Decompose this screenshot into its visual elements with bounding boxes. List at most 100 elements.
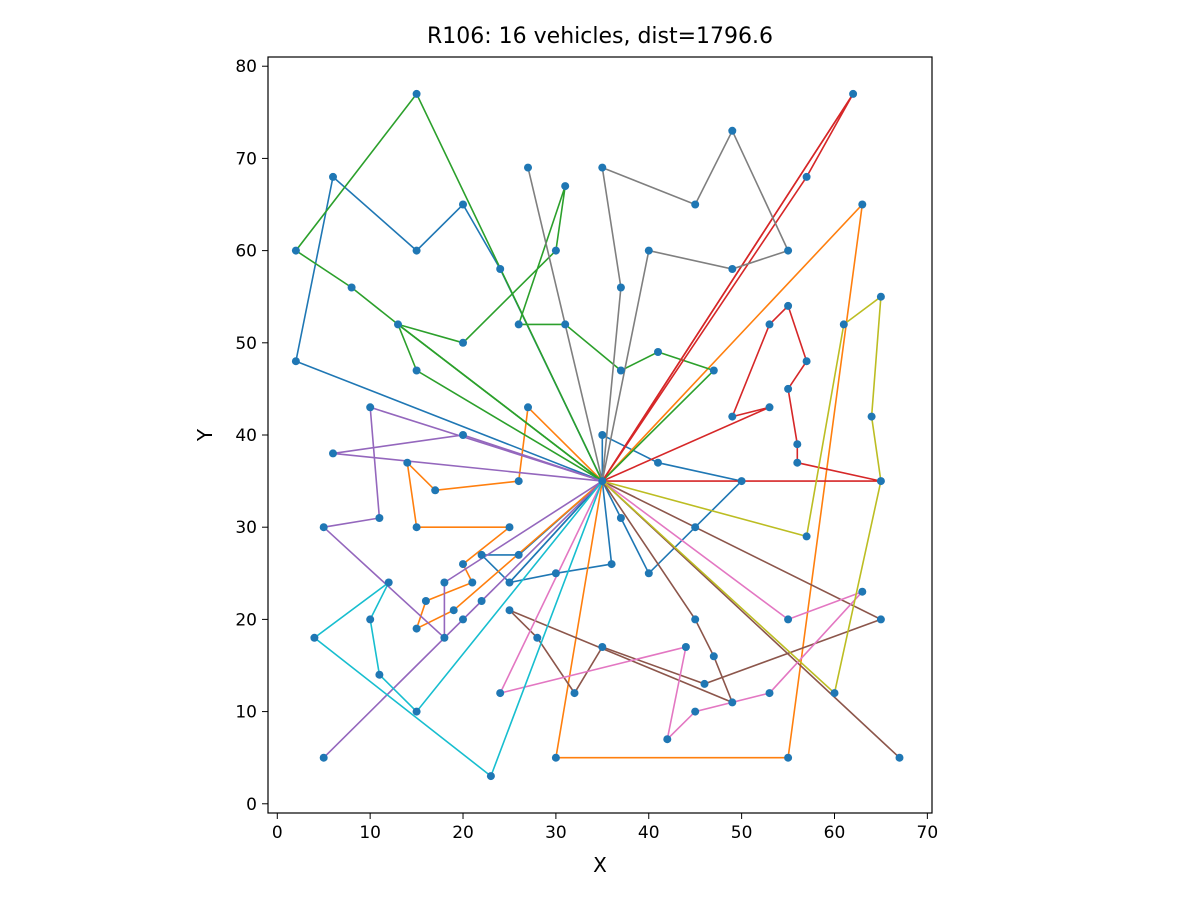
customer-point: [440, 633, 449, 642]
points-layer: [291, 89, 904, 781]
customer-point: [839, 320, 848, 329]
customer-point: [514, 320, 523, 329]
customer-point: [533, 633, 542, 642]
customer-point: [598, 163, 607, 172]
customer-point: [496, 265, 505, 273]
customer-point: [691, 615, 700, 624]
customer-point: [412, 246, 421, 255]
customer-point: [468, 578, 477, 587]
customer-point: [412, 624, 421, 633]
customer-point: [867, 412, 876, 421]
customer-point: [551, 246, 560, 255]
x-axis: 0 10 20 30 40 50 60 70: [272, 813, 938, 843]
customer-point: [319, 523, 328, 532]
customer-point: [505, 578, 514, 587]
x-tick-label: 60: [824, 823, 846, 843]
y-tick-label: 50: [235, 334, 257, 354]
route-line-2: [601, 433, 744, 575]
customer-point: [784, 384, 793, 393]
customer-point: [477, 550, 486, 559]
customer-point: [709, 652, 718, 661]
customer-point: [616, 366, 625, 375]
customer-point: [394, 320, 402, 329]
customer-point: [477, 597, 486, 605]
y-tick-label: 20: [235, 610, 257, 630]
customer-point: [830, 689, 839, 698]
customer-point: [802, 532, 811, 541]
customer-point: [561, 182, 570, 191]
customer-point: [644, 246, 653, 255]
customer-point: [496, 689, 505, 698]
customer-point: [802, 357, 811, 366]
customer-point: [598, 477, 607, 486]
customer-point: [459, 338, 467, 347]
y-tick-label: 30: [235, 518, 257, 538]
customer-point: [412, 707, 421, 716]
customer-point: [421, 597, 430, 605]
customer-point: [459, 560, 467, 569]
x-tick-label: 70: [917, 823, 939, 843]
customer-point: [449, 606, 458, 615]
customer-point: [412, 366, 421, 375]
customer-point: [459, 200, 467, 209]
customer-point: [505, 606, 514, 615]
customer-point: [524, 163, 532, 172]
x-tick-label: 20: [452, 823, 474, 843]
customer-point: [486, 772, 495, 781]
customer-point: [347, 283, 356, 292]
x-tick-label: 30: [545, 823, 567, 843]
route-line-22: [313, 480, 604, 778]
customer-point: [607, 560, 616, 569]
customer-point: [431, 486, 440, 495]
y-tick-label: 60: [235, 242, 257, 262]
y-tick-label: 80: [235, 57, 257, 77]
customer-point: [403, 458, 412, 467]
customer-point: [654, 458, 662, 467]
customer-point: [876, 615, 885, 624]
y-axis-label: Y: [193, 428, 217, 442]
customer-point: [737, 477, 746, 486]
customer-point: [384, 578, 393, 587]
x-tick-label: 40: [638, 823, 660, 843]
customer-point: [514, 550, 523, 559]
customer-point: [784, 301, 793, 310]
customer-point: [691, 523, 700, 532]
customer-point: [876, 477, 885, 486]
customer-point: [459, 431, 467, 439]
chart-title: R106: 16 vehicles, dist=1796.6: [427, 24, 773, 49]
customer-point: [876, 292, 885, 301]
customer-point: [524, 403, 532, 412]
customer-point: [728, 412, 737, 421]
customer-point: [691, 707, 700, 716]
customer-point: [728, 698, 737, 707]
x-axis-label: X: [593, 853, 607, 877]
customer-point: [793, 440, 802, 449]
customer-point: [505, 523, 514, 532]
customer-point: [551, 569, 560, 578]
customer-point: [728, 265, 737, 273]
customer-point: [291, 357, 300, 366]
customer-point: [440, 578, 449, 587]
y-tick-label: 0: [246, 795, 257, 815]
customer-point: [319, 753, 328, 762]
customer-point: [681, 643, 690, 651]
customer-point: [895, 753, 904, 762]
y-tick-label: 10: [235, 703, 257, 723]
customer-point: [459, 615, 467, 624]
customer-point: [291, 246, 300, 255]
customer-point: [765, 689, 774, 698]
route-line-13: [332, 434, 603, 482]
customer-point: [375, 670, 384, 679]
customer-point: [561, 320, 570, 329]
customer-point: [858, 587, 867, 596]
customer-point: [784, 615, 793, 624]
customer-point: [412, 523, 421, 532]
customer-point: [310, 633, 319, 642]
customer-point: [551, 753, 560, 762]
y-axis: 0 10 20 30 40 50 60 70 80: [235, 57, 268, 815]
customer-point: [700, 679, 709, 688]
customer-point: [654, 348, 662, 356]
route-line-21: [601, 295, 882, 695]
